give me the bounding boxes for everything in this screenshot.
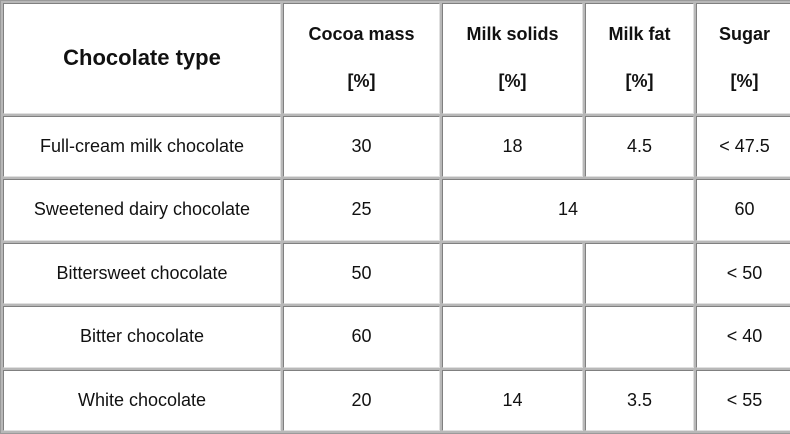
cell: Bitter chocolate: [3, 306, 281, 368]
column-unit: [%]: [625, 71, 654, 92]
cell: 14: [442, 179, 694, 241]
cell: 4.5: [585, 115, 694, 178]
column-unit: [%]: [730, 71, 759, 92]
cell: 60: [283, 306, 440, 368]
cell: Bittersweet chocolate: [3, 242, 281, 305]
column-unit: [%]: [498, 71, 527, 92]
column-unit: [%]: [347, 71, 376, 92]
table-row: Full-cream milk chocolate 30 18 4.5 < 47…: [3, 115, 790, 178]
column-name: Milk solids: [466, 24, 559, 45]
table-row: Bitter chocolate 60 < 40: [3, 306, 790, 368]
cell: 25: [283, 179, 440, 241]
cell: 20: [283, 369, 440, 431]
cell: 3.5: [585, 369, 694, 431]
header-cell: Sugar [%]: [696, 3, 790, 114]
header-cell: Milk solids [%]: [442, 3, 583, 114]
cell: 14: [442, 369, 583, 431]
cell: Full-cream milk chocolate: [3, 115, 281, 178]
cell: White chocolate: [3, 369, 281, 431]
table-row: White chocolate 20 14 3.5 < 55: [3, 369, 790, 431]
cell: < 55: [696, 369, 790, 431]
table-row: Sweetened dairy chocolate 25 14 60: [3, 179, 790, 241]
column-name: Milk fat: [608, 24, 671, 45]
empty-cell: [585, 306, 694, 368]
header-cell: Chocolate type: [3, 3, 281, 114]
cell: < 50: [696, 242, 790, 305]
cell: 60: [696, 179, 790, 241]
empty-cell: [442, 306, 583, 368]
table-row: Bittersweet chocolate 50 < 50: [3, 242, 790, 305]
cell: 18: [442, 115, 583, 178]
column-name: Cocoa mass: [308, 24, 415, 45]
cell: 50: [283, 242, 440, 305]
header-row: Chocolate type Cocoa mass [%] Milk solids…: [3, 3, 790, 114]
cell: Sweetened dairy chocolate: [3, 179, 281, 241]
empty-cell: [442, 242, 583, 305]
cell: < 40: [696, 306, 790, 368]
cell: 30: [283, 115, 440, 178]
cell: < 47.5: [696, 115, 790, 178]
header-cell: Cocoa mass [%]: [283, 3, 440, 114]
empty-cell: [585, 242, 694, 305]
header-cell: Milk fat [%]: [585, 3, 694, 114]
column-name: Sugar: [718, 24, 770, 45]
header-title: Chocolate type: [63, 45, 221, 71]
